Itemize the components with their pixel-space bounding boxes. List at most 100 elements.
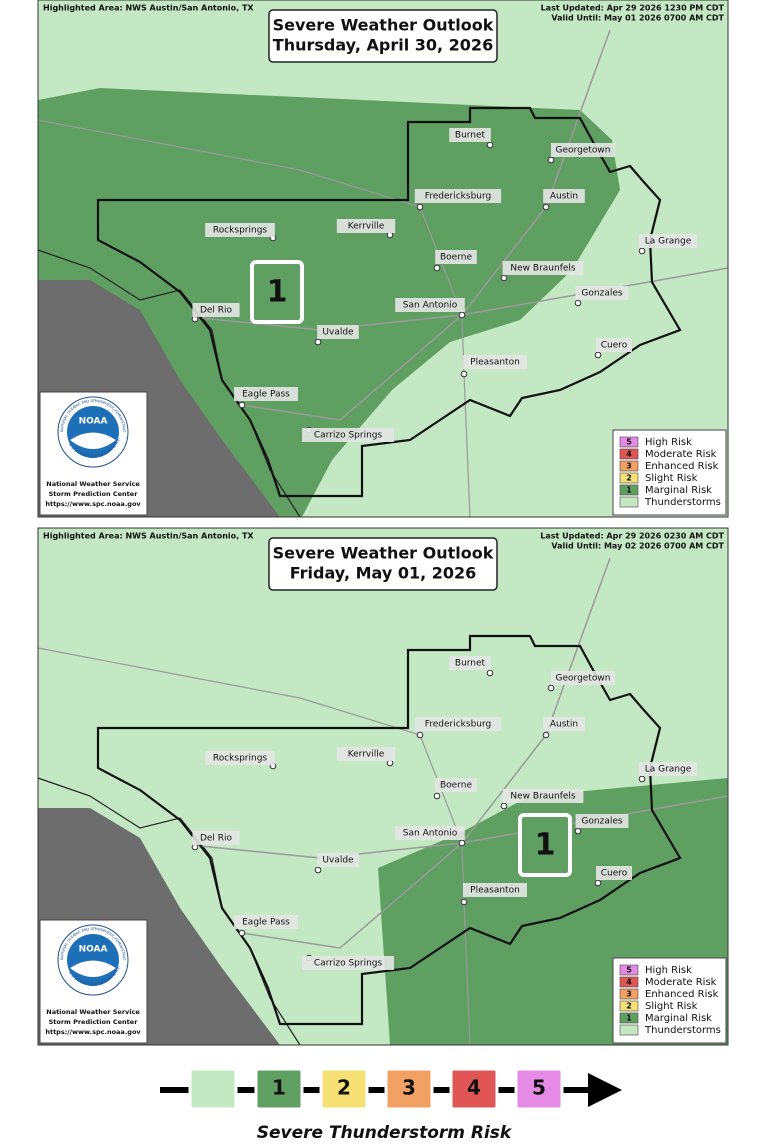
city-label-bg <box>435 250 477 264</box>
city-dot <box>433 264 441 272</box>
city-label: Boerne <box>440 781 472 791</box>
city-dot <box>191 315 199 323</box>
city-dot <box>547 156 555 164</box>
city-label-bg <box>543 189 585 203</box>
noaa-emblem-text: NOAA <box>79 945 108 955</box>
legend-label: Slight Risk <box>645 473 698 484</box>
city-label-bg <box>336 747 396 761</box>
legend-label: Thunderstorms <box>644 497 721 508</box>
city-dot <box>542 731 550 739</box>
city-label: Pleasanton <box>470 358 520 368</box>
city-dot <box>386 759 394 767</box>
logo-line: National Weather Service <box>46 1008 140 1016</box>
city-label: Cuero <box>601 341 628 351</box>
logo-line: Storm Prediction Center <box>49 1018 139 1026</box>
scale-level: 3 <box>402 1076 416 1100</box>
title-box <box>268 9 498 63</box>
scale-box <box>514 1067 564 1111</box>
legend-number: 2 <box>626 474 632 483</box>
city-label: Fredericksburg <box>425 720 492 730</box>
scale-arrowhead <box>588 1073 622 1107</box>
highlighted-area: Highlighted Area: NWS Austin/San Antonio… <box>43 532 254 541</box>
city-label-bg <box>543 717 585 731</box>
city-dot <box>458 839 466 847</box>
city-dot <box>486 141 494 149</box>
city-dot <box>460 370 468 378</box>
city-dot <box>238 401 246 409</box>
city-label-bg <box>575 814 629 828</box>
noaa-gull <box>70 960 116 977</box>
city-label-bg <box>502 789 584 803</box>
city-label: Burnet <box>455 131 486 141</box>
city-label: New Braunfels <box>510 792 575 802</box>
city-dot <box>314 866 322 874</box>
scale-box <box>254 1067 304 1111</box>
city-label-bg <box>596 338 632 352</box>
city-label: Burnet <box>455 659 486 669</box>
city-dot <box>500 274 508 282</box>
city-label: Carrizo Springs <box>314 431 383 441</box>
rio-grande <box>37 777 301 1046</box>
city-label-bg <box>317 325 359 339</box>
noaa-gull <box>70 432 116 449</box>
city-label: Del Rio <box>200 306 233 316</box>
city-label: Fredericksburg <box>425 192 492 202</box>
city-label: Gonzales <box>581 817 622 827</box>
city-label-bg <box>205 223 275 237</box>
valid-until: Valid Until: May 01 2026 0700 AM CDT <box>551 14 724 23</box>
legend-swatch <box>619 484 639 496</box>
scale-box <box>384 1067 434 1111</box>
city-label-bg <box>395 826 465 840</box>
city-dot <box>486 669 494 677</box>
outlook-date: Thursday, April 30, 2026 <box>273 36 493 55</box>
city-label: Austin <box>550 192 578 202</box>
legend-label: High Risk <box>645 965 692 976</box>
legend-swatch <box>619 496 639 508</box>
city-dot <box>500 802 508 810</box>
city-label-bg <box>317 853 359 867</box>
valid-until: Valid Until: May 02 2026 0700 AM CDT <box>551 542 724 551</box>
panel-frame <box>37 0 729 518</box>
risk-badge <box>250 260 304 324</box>
scale-box <box>188 1067 238 1111</box>
city-label: Uvalde <box>322 856 354 866</box>
city-dot <box>416 731 424 739</box>
city-label: Boerne <box>440 253 472 263</box>
legend-number: 2 <box>626 1002 632 1011</box>
risk-badge-label: 1 <box>267 275 288 310</box>
legend-label: Enhanced Risk <box>645 989 719 1000</box>
city-label: La Grange <box>645 765 692 775</box>
scale-level: 4 <box>467 1076 481 1100</box>
city-label: Kerrville <box>348 750 385 760</box>
last-updated: Last Updated: Apr 29 2026 1230 PM CDT <box>541 4 725 13</box>
city-label: Eagle Pass <box>242 918 290 928</box>
legend-number: 5 <box>626 438 632 447</box>
legend-number: 3 <box>626 462 632 471</box>
panel-frame <box>37 527 729 1046</box>
logo-line: Storm Prediction Center <box>49 490 139 498</box>
city-label: La Grange <box>645 237 692 247</box>
scale-level: 2 <box>337 1076 351 1100</box>
city-dot <box>547 684 555 692</box>
city-label-bg <box>336 219 396 233</box>
city-label-bg <box>449 656 491 670</box>
city-dot <box>314 338 322 346</box>
legend-number: 1 <box>626 1014 632 1023</box>
city-label-bg <box>302 956 394 970</box>
city-dot <box>594 879 602 887</box>
city-dot <box>574 827 582 835</box>
legend-number: 3 <box>626 990 632 999</box>
city-label: Georgetown <box>556 674 611 684</box>
city-label: New Braunfels <box>510 264 575 274</box>
legend-swatch <box>619 988 639 1000</box>
city-label: Georgetown <box>556 146 611 156</box>
logo-line: https://www.spc.noaa.gov <box>45 500 141 508</box>
legend-label: Moderate Risk <box>645 449 717 460</box>
city-label: San Antonio <box>403 301 458 311</box>
legend-swatch <box>619 1012 639 1024</box>
city-label-bg <box>502 261 584 275</box>
city-label-bg <box>596 866 632 880</box>
legend-label: Marginal Risk <box>645 1013 712 1024</box>
city-label: Eagle Pass <box>242 390 290 400</box>
